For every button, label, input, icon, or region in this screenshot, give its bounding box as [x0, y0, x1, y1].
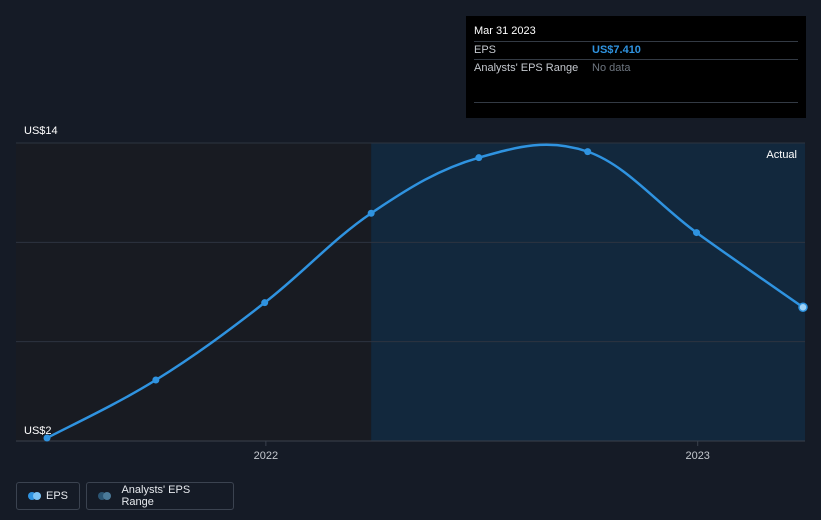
x-tick-label: 2022: [254, 450, 278, 462]
eps-point[interactable]: [584, 148, 592, 156]
tooltip-range-label: Analysts' EPS Range: [474, 62, 579, 74]
eps-line: [45, 143, 805, 440]
tooltip-row-eps: EPS US$7.410: [474, 41, 798, 59]
y-tick-label-top: US$14: [24, 125, 58, 137]
legend-eps-button[interactable]: EPS: [16, 482, 80, 510]
eps-point[interactable]: [475, 154, 483, 162]
legend-eps-label: EPS: [45, 490, 68, 502]
eps-legend-icon: [28, 492, 41, 500]
actual-region-label: Actual: [766, 149, 797, 161]
legend-range-label: Analysts' EPS Range: [121, 484, 191, 508]
range-legend-icon: [98, 492, 113, 500]
x-axis: 2022 2023: [16, 440, 805, 462]
eps-series: [43, 143, 808, 442]
tooltip-divider: [474, 102, 798, 103]
tooltip-date: Mar 31 2023: [474, 25, 536, 37]
eps-point[interactable]: [367, 209, 375, 217]
eps-point[interactable]: [693, 229, 701, 237]
y-axis-labels: US$14 US$2: [24, 125, 58, 437]
eps-point[interactable]: [152, 376, 160, 384]
legend-range-button[interactable]: Analysts' EPS Range: [86, 482, 234, 510]
y-tick-label-bottom: US$2: [24, 425, 52, 437]
plot-background: [16, 143, 805, 441]
tooltip-panel: Mar 31 2023 EPS US$7.410 Analysts' EPS R…: [466, 16, 806, 118]
past-region: [16, 143, 372, 441]
gridlines: [16, 142, 805, 343]
tooltip-row-range: Analysts' EPS Range No data: [474, 59, 798, 77]
eps-point[interactable]: [43, 434, 51, 442]
eps-point[interactable]: [261, 299, 269, 307]
tooltip-eps-label: EPS: [474, 44, 497, 56]
tooltip-eps-value: US$7.410: [592, 44, 641, 56]
actual-region: [371, 143, 805, 441]
tooltip-range-value: No data: [592, 62, 631, 74]
x-tick-label: 2023: [685, 450, 709, 462]
eps-point-highlighted[interactable]: [798, 302, 808, 313]
